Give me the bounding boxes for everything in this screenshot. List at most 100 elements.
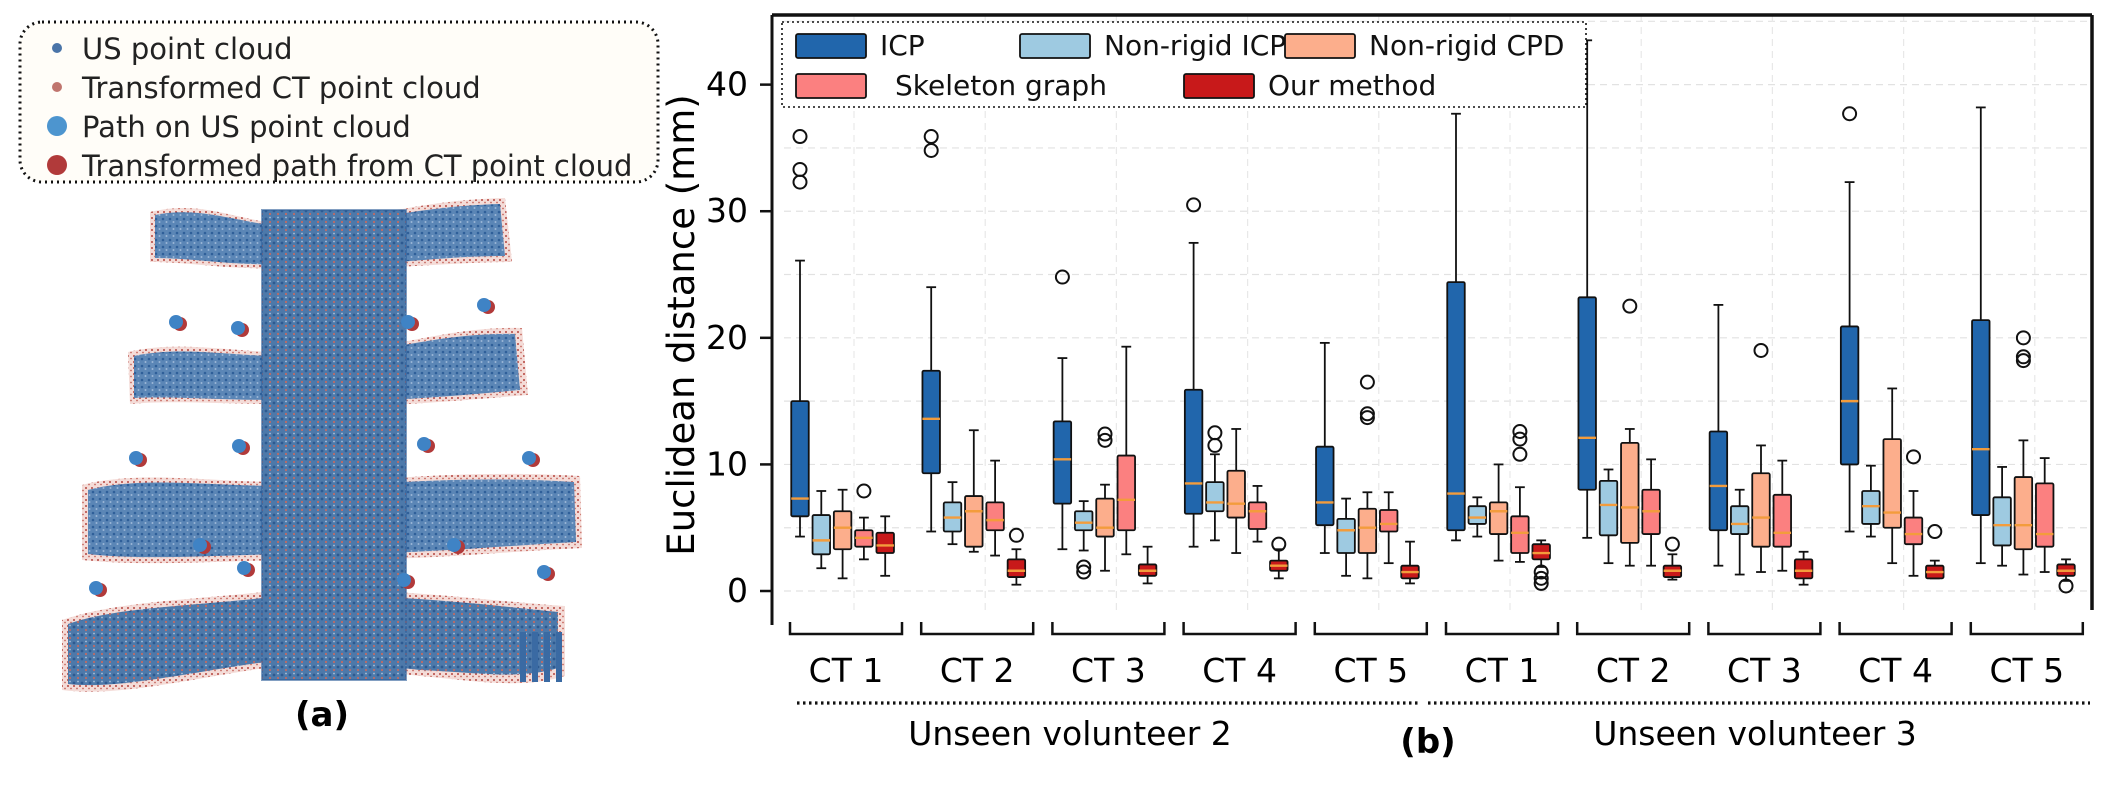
box-body (1772, 493, 1792, 548)
y-tick-label: 20 (706, 318, 748, 357)
us-path-marker (231, 321, 245, 335)
y-tick-label: 30 (706, 191, 748, 230)
us-path-marker (417, 437, 431, 451)
box-7-0 (1708, 304, 1729, 567)
box-0-3 (854, 483, 874, 561)
x-group-label: CT 4 (1858, 651, 1933, 690)
us-path-marker (89, 581, 103, 595)
us-path-marker (129, 451, 143, 465)
outlier-point (1533, 564, 1549, 580)
legend-marker-1 (52, 82, 62, 92)
box-1-0 (921, 129, 941, 533)
box-0-0 (790, 129, 810, 538)
outlier-point (1927, 524, 1943, 540)
box-4-2 (1357, 374, 1378, 580)
outlier-point (1097, 432, 1113, 448)
panel-a-legend-box (18, 20, 660, 184)
us-cloud-spine (262, 210, 406, 680)
outlier-point (792, 129, 808, 145)
outlier-point (1533, 575, 1549, 591)
group-bracket (1707, 622, 1822, 636)
box-body (964, 495, 984, 548)
box-body (1730, 505, 1750, 535)
box-body (1531, 543, 1551, 561)
box-body (1247, 501, 1268, 530)
box-body (875, 531, 895, 554)
box-7-2 (1751, 342, 1771, 573)
outlier-point (1359, 374, 1375, 390)
outlier-point (923, 142, 939, 158)
box-6-4 (1662, 536, 1683, 581)
box-4-0 (1315, 341, 1335, 554)
box-8-4 (1925, 524, 1945, 580)
legend-marker-3 (47, 155, 67, 175)
box-body (2013, 476, 2034, 551)
box-9-1 (1992, 466, 2012, 567)
volunteer-label-3: Unseen volunteer 3 (1593, 714, 1917, 753)
box-2-0 (1052, 269, 1073, 551)
x-group-label: CT 5 (1333, 651, 1408, 690)
x-group-label: CT 5 (1989, 651, 2064, 690)
group-bracket (788, 622, 904, 636)
box-body (1052, 420, 1073, 505)
x-axis-groups: CT 1 CT 2 CT 3 CT 4 CT 5 CT 1 CT 2 CT 3 CT 4 CT 5… (788, 622, 2090, 753)
outlier-point (1512, 431, 1528, 447)
us-path-marker (401, 315, 415, 329)
outlier-point (1207, 425, 1223, 441)
box-body (1488, 501, 1509, 535)
plot-area (790, 39, 2076, 594)
outlier-point (923, 129, 939, 145)
outlier-point (1906, 449, 1921, 465)
box-body (1510, 515, 1530, 554)
us-path-marker (193, 538, 207, 552)
outlier-point (2015, 330, 2031, 346)
box-body (1577, 296, 1597, 491)
box-body (1095, 497, 1115, 538)
box-0-2 (832, 488, 853, 580)
us-path-marker (477, 298, 491, 312)
box-6-3 (1641, 458, 1661, 567)
outlier-point (792, 161, 808, 177)
outlier-point (2015, 353, 2031, 369)
us-path-marker (537, 565, 551, 579)
x-group-label: CT 3 (1727, 651, 1802, 690)
group-bracket (1838, 622, 1953, 636)
box-7-1 (1730, 488, 1750, 576)
box-1-2 (964, 429, 984, 553)
volunteer-label-2: Unseen volunteer 2 (908, 714, 1232, 753)
box-2-4 (1137, 545, 1158, 585)
outlier-point (1054, 269, 1070, 285)
us-path-marker (169, 315, 183, 329)
box-body (811, 514, 831, 556)
box-3-0 (1183, 197, 1204, 548)
box-body (1116, 454, 1136, 532)
x-group-label: CT 1 (809, 651, 884, 690)
chart-legend: ICP Non-rigid ICP Non-rigid CPD Skeleton gr… (781, 21, 1587, 108)
outlier-point (1359, 410, 1375, 426)
box-6-2 (1620, 298, 1640, 567)
box-body (1183, 388, 1204, 515)
box-body (1315, 445, 1335, 527)
x-group-label: CT 1 (1465, 651, 1540, 690)
box-1-4 (1006, 527, 1027, 586)
box-body (1708, 430, 1729, 532)
box-body (1861, 490, 1881, 525)
box-8-0 (1839, 106, 1860, 533)
box-body (1336, 517, 1356, 554)
box-2-1 (1074, 500, 1094, 580)
legend-marker-2 (47, 116, 67, 136)
box-9-2 (2013, 330, 2034, 576)
legend-label-1: Transformed CT point cloud (81, 71, 481, 105)
outlier-point (1207, 437, 1223, 453)
box-6-0 (1577, 39, 1597, 539)
legend-entry-0: ICP (880, 29, 925, 62)
y-tick-label: 10 (706, 444, 748, 483)
us-path-marker (237, 561, 251, 575)
box-body (790, 400, 810, 518)
x-group-label: CT 2 (940, 651, 1015, 690)
outlier-point (1753, 342, 1769, 358)
outlier-point (1008, 527, 1024, 543)
box-body (832, 510, 853, 551)
legend-swatch-3 (795, 73, 867, 99)
